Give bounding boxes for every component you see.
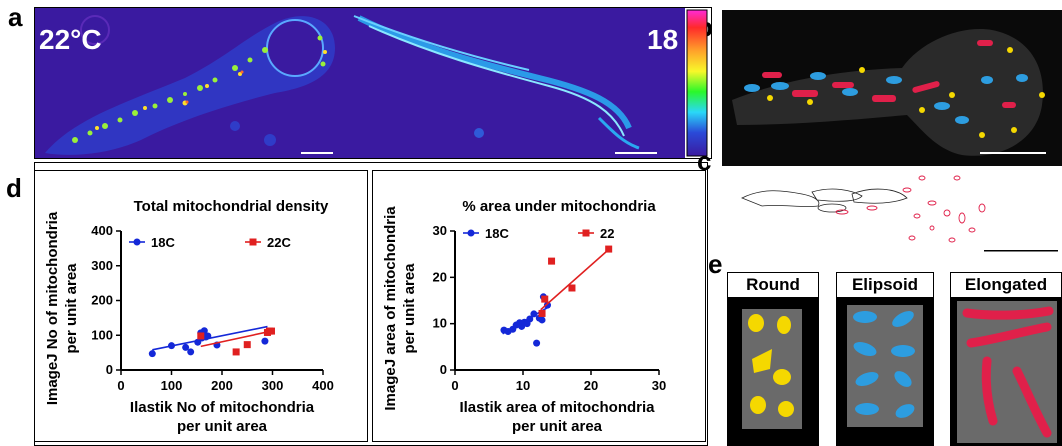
y-axis-label: ImageJ No of mitochondria — [44, 211, 61, 405]
scale-bar-a-right — [615, 152, 657, 154]
x-tick-label: 100 — [161, 378, 183, 393]
y-tick-label: 10 — [433, 316, 447, 331]
scale-bar-b — [980, 152, 1046, 154]
chart-total-density: Total mitochondrial density 0 100 200 300 400… — [44, 198, 334, 435]
temp-label-22c: 22°C — [39, 24, 102, 55]
y-axis-label: per unit area — [401, 263, 418, 354]
temp-label-18: 18 — [647, 24, 679, 55]
data-point-18C — [538, 316, 546, 324]
data-point-22 — [541, 295, 549, 303]
y-tick-label: 30 — [433, 223, 447, 238]
chart-box-1: Total mitochondrial density 0 100 200 300 400… — [34, 170, 368, 442]
elipsoid-mitochondria — [847, 305, 923, 427]
panel-a-heatmap-left — [35, 8, 339, 158]
data-point-22 — [568, 284, 576, 292]
y-tick-label: 200 — [91, 293, 113, 308]
data-point-22C — [267, 327, 275, 335]
legend-label-22: 22 — [600, 226, 614, 241]
data-point-18C — [204, 332, 212, 340]
data-point-18C — [526, 315, 534, 323]
data-point-22 — [605, 245, 613, 253]
y-tick-label: 100 — [91, 327, 113, 342]
chart-title: Total mitochondrial density — [134, 198, 329, 215]
data-point-22C — [243, 341, 251, 349]
category-elongated-label: Elongated — [951, 273, 1061, 297]
panel-letter-e: e — [708, 249, 723, 279]
round-mitochondria — [742, 309, 802, 429]
x-axis-label: per unit area — [177, 418, 268, 435]
data-point-22 — [538, 309, 546, 317]
x-tick-label: 200 — [211, 378, 233, 393]
data-point-18C — [187, 348, 195, 356]
data-point-22C — [197, 332, 205, 340]
data-point-18C — [543, 301, 551, 309]
elongated-mitochondria — [957, 301, 1057, 443]
scale-bar-a-left — [301, 152, 333, 154]
x-tick-label: 400 — [312, 378, 334, 393]
legend-label-18C: 18C — [485, 226, 509, 241]
data-point-22C — [232, 348, 240, 356]
x-tick-label: 0 — [451, 378, 458, 393]
y-axis-label: ImageJ area of mitochondria — [382, 206, 399, 411]
panel-letter-a: a — [8, 2, 23, 32]
chart-title: % area under mitochondria — [462, 198, 656, 215]
y-axis-label: per unit area — [63, 263, 80, 354]
y-tick-label: 400 — [91, 223, 113, 238]
data-point-18C — [148, 350, 156, 358]
colorbar — [686, 9, 708, 157]
y-tick-label: 300 — [91, 258, 113, 273]
chart-box-2: % area under mitochondria 0 10 20 30 0 10 20 30 I… — [372, 170, 706, 442]
panel-letter-d: d — [6, 173, 22, 203]
legend-marker-22 — [582, 229, 590, 237]
fit-line-22C — [200, 330, 272, 348]
y-tick-label: 0 — [106, 362, 113, 377]
x-axis-label: Ilastik area of mitochondria — [459, 399, 655, 416]
x-tick-label: 20 — [584, 378, 598, 393]
legend-marker-18C — [467, 229, 475, 237]
panel-a-heatmap-container: 22°C 18 — [34, 7, 712, 159]
legend-marker-18C — [133, 238, 141, 246]
x-tick-label: 30 — [652, 378, 666, 393]
x-tick-label: 300 — [262, 378, 284, 393]
category-round-box: Round — [727, 272, 819, 446]
x-axis-label: Ilastik No of mitochondria — [130, 399, 315, 416]
x-tick-label: 10 — [516, 378, 530, 393]
x-tick-label: 0 — [117, 378, 124, 393]
category-round-label: Round — [728, 273, 818, 297]
fit-line-22 — [540, 248, 610, 311]
scale-bar-c — [984, 250, 1058, 252]
y-tick-label: 20 — [433, 269, 447, 284]
panel-b-image — [722, 10, 1062, 166]
legend-label-22C: 22C — [267, 235, 291, 250]
x-axis-label: per unit area — [512, 418, 603, 435]
category-elipsoid-box: Elipsoid — [836, 272, 934, 446]
data-point-22 — [548, 257, 556, 265]
data-point-18C — [530, 310, 538, 318]
panel-a-heatmap-right — [339, 8, 685, 158]
legend-marker-22C — [249, 238, 257, 246]
category-elipsoid-label: Elipsoid — [837, 273, 933, 297]
panel-c-outlines — [741, 175, 1058, 252]
data-point-18C — [168, 342, 175, 350]
data-point-18C — [182, 343, 190, 351]
data-point-18C — [533, 339, 541, 347]
data-point-18C — [261, 337, 269, 345]
chart-percent-area: % area under mitochondria 0 10 20 30 0 10 20 30 I… — [382, 198, 666, 435]
y-tick-label: 0 — [440, 362, 447, 377]
legend-label-18C: 18C — [151, 235, 175, 250]
category-elongated-box: Elongated — [950, 272, 1062, 446]
